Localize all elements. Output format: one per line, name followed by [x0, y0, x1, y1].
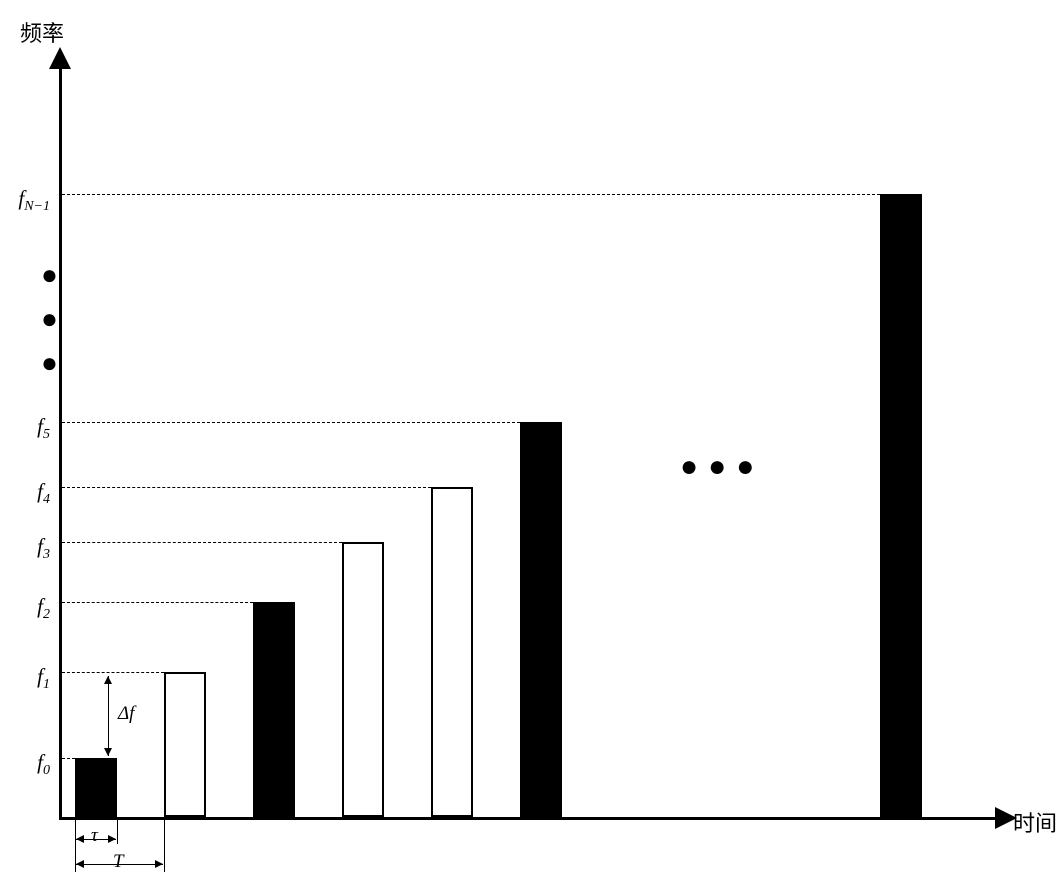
dashed-f3 [62, 542, 342, 543]
y-tick-f4: f4 [10, 479, 50, 508]
tau-tick-right [117, 820, 118, 844]
T-label: T [113, 851, 124, 873]
dashed-f0 [62, 758, 75, 759]
x-axis [59, 817, 999, 820]
y-tick-f0: f0 [10, 750, 50, 779]
pulse-bar-N-1 [880, 194, 922, 817]
pulse-bar-3 [342, 542, 384, 817]
dashed-f2 [62, 602, 253, 603]
y-tick-f5: f5 [10, 414, 50, 443]
x-axis-title: 时间 [1013, 806, 1057, 838]
tau-label: τ [91, 825, 98, 847]
delta-f-label: Δf [118, 703, 134, 725]
y-tick-f3: f3 [10, 534, 50, 563]
y-tick-f2: f2 [10, 594, 50, 623]
x-ellipsis-dots: ●●● [680, 450, 764, 484]
y-axis-title: 频率 [20, 16, 64, 48]
pulse-bar-5 [520, 422, 562, 817]
pulse-bar-4 [431, 487, 473, 817]
y-tick-fN-1: fN−1 [2, 186, 50, 215]
T-tick-right [164, 820, 165, 872]
y-tick-f1: f1 [10, 664, 50, 693]
pulse-bar-0 [75, 758, 117, 817]
dashed-f5 [62, 422, 520, 423]
y-ellipsis-dot: ● [41, 272, 58, 280]
y-ellipsis-dot: ● [41, 360, 58, 368]
pulse-bar-2 [253, 602, 295, 817]
dashed-f4 [62, 487, 431, 488]
y-ellipsis-dot: ● [41, 316, 58, 324]
dashed-f1 [62, 672, 164, 673]
pulse-bar-1 [164, 672, 206, 817]
dashed-fN-1 [62, 194, 880, 195]
delta-f-arrow [108, 676, 109, 756]
y-axis [59, 65, 62, 820]
stepped-frequency-diagram: 频率 时间 f0 f1 f2 f3 f4 f5 fN−1 ● ● ● ●●● Δ… [0, 0, 1060, 887]
